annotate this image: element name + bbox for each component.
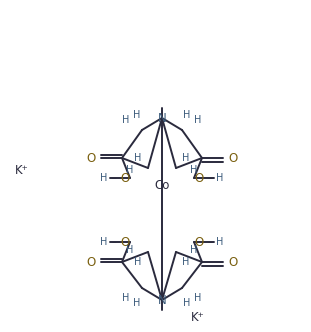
Text: K⁺: K⁺ (15, 164, 29, 178)
Text: Co: Co (154, 179, 170, 192)
Text: –: – (207, 173, 212, 183)
Text: H: H (134, 257, 142, 267)
Text: –: – (112, 237, 116, 247)
Text: H: H (133, 298, 141, 308)
Text: O: O (228, 256, 238, 269)
Text: H: H (183, 298, 191, 308)
Text: H: H (182, 257, 190, 267)
Text: H: H (216, 173, 224, 183)
Text: K⁺: K⁺ (191, 310, 204, 324)
Text: H: H (100, 173, 108, 183)
Text: O: O (86, 256, 95, 269)
Text: O: O (86, 151, 95, 164)
Text: H: H (122, 293, 130, 303)
Text: –: – (112, 173, 116, 183)
Text: H: H (216, 237, 224, 247)
Text: –: – (207, 237, 212, 247)
Text: H: H (182, 153, 190, 163)
Text: N: N (158, 112, 166, 124)
Text: H: H (194, 115, 202, 125)
Text: H: H (190, 245, 198, 255)
Text: H: H (126, 165, 134, 175)
Text: H: H (183, 110, 191, 120)
Text: H: H (100, 237, 108, 247)
Text: H: H (126, 245, 134, 255)
Text: H: H (190, 165, 198, 175)
Text: O: O (194, 235, 204, 248)
Text: H: H (194, 293, 202, 303)
Text: O: O (120, 172, 130, 185)
Text: N: N (158, 293, 166, 306)
Text: H: H (133, 110, 141, 120)
Text: H: H (122, 115, 130, 125)
Text: O: O (228, 151, 238, 164)
Text: O: O (120, 235, 130, 248)
Text: O: O (194, 172, 204, 185)
Text: H: H (134, 153, 142, 163)
